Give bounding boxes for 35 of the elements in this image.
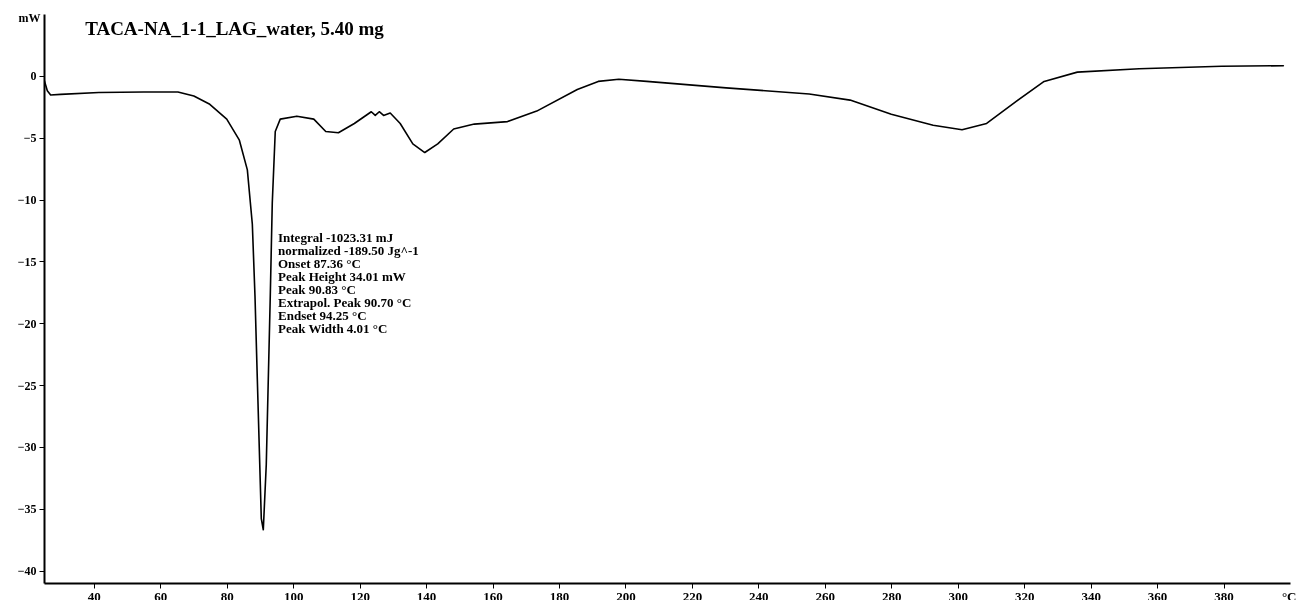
annotation: Integral -1023.31 mJ <box>278 230 394 245</box>
x-tick-label: 160 <box>483 588 503 600</box>
x-tick-label: 120 <box>350 588 370 600</box>
x-tick-label: 80 <box>220 588 234 600</box>
x-tick-label: 240 <box>749 588 769 600</box>
x-tick-label: 220 <box>682 588 703 600</box>
y-tick-label: −30 <box>17 440 37 455</box>
x-tick-label: 40 <box>87 588 101 600</box>
y-tick-label: −20 <box>17 316 37 331</box>
y-tick-label: −25 <box>17 378 37 393</box>
chart-title: TACA-NA_1-1_LAG_water, 5.40 mg <box>85 18 385 39</box>
annotation: Extrapol. Peak 90.70 °C <box>278 295 412 310</box>
y-tick-label: −15 <box>17 254 37 269</box>
y-tick-label: −35 <box>17 502 37 517</box>
x-tick-label: 60 <box>154 588 168 600</box>
annotation: Peak Width 4.01 °C <box>278 321 388 336</box>
y-axis-title: mW <box>18 10 41 25</box>
x-tick-label: 200 <box>616 588 636 600</box>
y-tick-label: −10 <box>17 193 37 208</box>
x-tick-label: 280 <box>882 588 902 600</box>
annotation: Onset 87.36 °C <box>278 256 361 271</box>
x-tick-label: 320 <box>1014 588 1035 600</box>
x-tick-label: 300 <box>948 588 968 600</box>
annotation: Peak Height 34.01 mW <box>278 269 406 284</box>
x-tick-label: 140 <box>416 588 437 600</box>
y-tick-label: −40 <box>17 564 37 579</box>
x-tick-label: 100 <box>283 588 304 600</box>
x-tick-label: 360 <box>1147 588 1168 600</box>
y-tick-label: −5 <box>23 131 37 146</box>
x-axis-title: °C <box>1281 588 1297 600</box>
x-tick-label: 260 <box>815 588 836 600</box>
x-tick-label: 380 <box>1214 588 1234 600</box>
y-tick-label: 0 <box>30 69 37 84</box>
x-tick-label: 340 <box>1081 588 1101 600</box>
x-tick-label: 180 <box>549 588 570 600</box>
